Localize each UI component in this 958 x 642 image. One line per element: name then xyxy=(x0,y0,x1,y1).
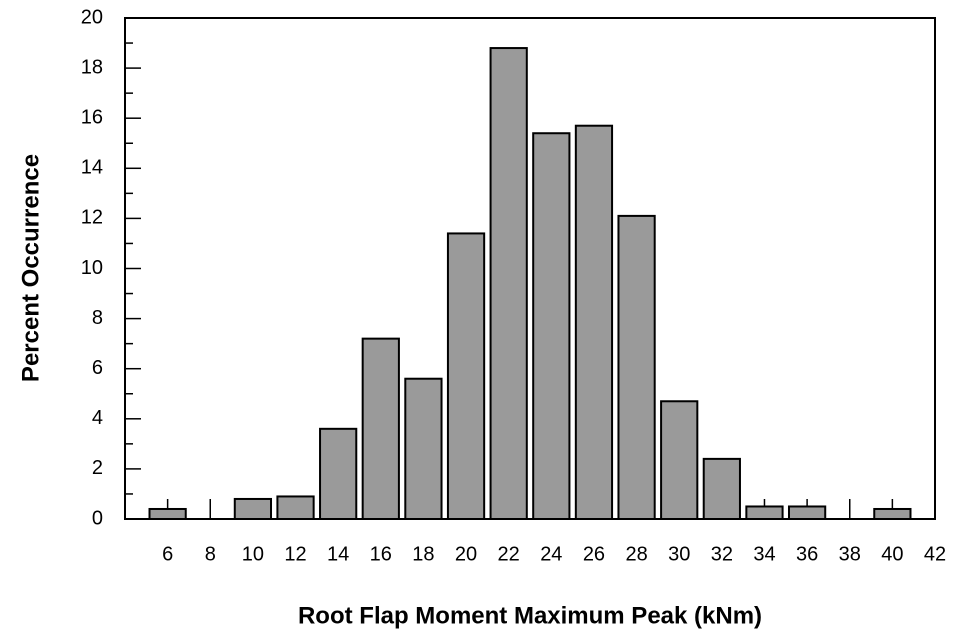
x-tick-label: 34 xyxy=(753,543,775,565)
bar xyxy=(404,377,443,520)
bar xyxy=(489,47,528,521)
x-tick-label: 14 xyxy=(327,543,349,565)
bar xyxy=(787,505,827,521)
y-tick-label: 6 xyxy=(92,357,103,379)
x-tick-label: 32 xyxy=(711,543,733,565)
y-tick-label: 4 xyxy=(92,407,103,429)
bar xyxy=(532,132,571,520)
y-tick-label: 0 xyxy=(92,507,103,529)
x-tick-label: 36 xyxy=(796,543,818,565)
x-tick-label: 12 xyxy=(284,543,306,565)
bar xyxy=(660,400,699,521)
y-axis-title: Percent Occurrence xyxy=(17,154,44,382)
bar xyxy=(276,495,315,520)
y-tick-label: 16 xyxy=(81,106,103,128)
y-tick-label: 2 xyxy=(92,457,103,479)
x-tick-label: 42 xyxy=(924,543,946,565)
bar xyxy=(702,457,741,521)
x-tick-label: 20 xyxy=(455,543,477,565)
y-tick-label: 20 xyxy=(81,6,103,28)
x-tick-label: 30 xyxy=(668,543,690,565)
x-tick-label: 22 xyxy=(498,543,520,565)
y-tick-label: 14 xyxy=(81,157,103,179)
x-tick-label: 38 xyxy=(839,543,861,565)
bar xyxy=(319,427,358,521)
x-axis-title: Root Flap Moment Maximum Peak (kNm) xyxy=(298,602,762,629)
x-tick-label: 28 xyxy=(625,543,647,565)
bar xyxy=(148,507,187,521)
y-tick-label: 12 xyxy=(81,207,103,229)
bar xyxy=(361,337,400,521)
plot-frame xyxy=(124,17,936,520)
bar xyxy=(446,232,486,520)
x-tick-label: 10 xyxy=(242,543,264,565)
x-tick-label: 8 xyxy=(205,543,216,565)
x-tick-label: 6 xyxy=(162,543,173,565)
y-tick-label: 18 xyxy=(81,56,103,78)
bar xyxy=(574,124,614,520)
y-tick-label: 10 xyxy=(81,257,103,279)
bar xyxy=(233,497,273,520)
x-tick-label: 24 xyxy=(540,543,562,565)
bar xyxy=(617,214,656,521)
bar xyxy=(873,507,912,521)
x-tick-label: 26 xyxy=(583,543,605,565)
y-tick-label: 8 xyxy=(92,307,103,329)
x-tick-label: 18 xyxy=(412,543,434,565)
x-tick-label: 40 xyxy=(881,543,903,565)
x-tick-label: 16 xyxy=(370,543,392,565)
bar xyxy=(745,505,784,521)
